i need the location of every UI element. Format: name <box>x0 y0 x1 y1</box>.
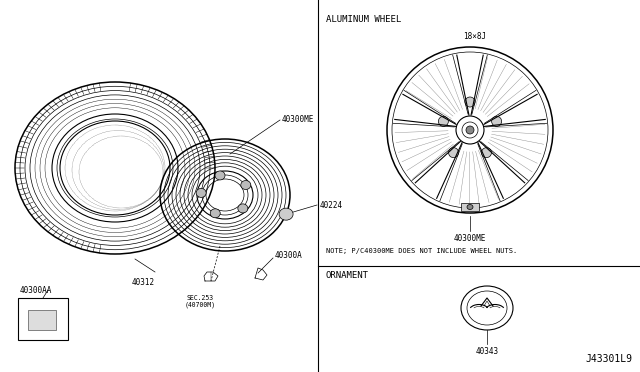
Ellipse shape <box>466 126 474 134</box>
Text: 40312: 40312 <box>131 278 155 287</box>
Ellipse shape <box>465 97 475 107</box>
Text: J43301L9: J43301L9 <box>585 354 632 364</box>
Ellipse shape <box>492 116 502 126</box>
Ellipse shape <box>210 209 220 218</box>
Text: SEC.253: SEC.253 <box>186 295 214 301</box>
Ellipse shape <box>215 171 225 180</box>
Text: 40300AA: 40300AA <box>20 286 52 295</box>
Text: 18×8J: 18×8J <box>463 32 486 41</box>
Ellipse shape <box>467 205 473 209</box>
Bar <box>18 298 68 340</box>
Text: 40224: 40224 <box>320 201 343 209</box>
Ellipse shape <box>438 116 449 126</box>
Ellipse shape <box>241 180 251 189</box>
Ellipse shape <box>481 148 492 158</box>
Text: NOTE; P/C40300ME DOES NOT INCLUDE WHEEL NUTS.: NOTE; P/C40300ME DOES NOT INCLUDE WHEEL … <box>326 248 517 254</box>
Ellipse shape <box>449 148 458 158</box>
Text: 40300A: 40300A <box>275 251 303 260</box>
Bar <box>461 203 479 211</box>
Text: 40300ME: 40300ME <box>282 115 314 125</box>
Ellipse shape <box>238 204 248 213</box>
Ellipse shape <box>196 188 206 198</box>
Text: 40343: 40343 <box>476 347 499 356</box>
Text: (40700M): (40700M) <box>184 302 216 308</box>
Bar <box>28 310 56 330</box>
Ellipse shape <box>279 208 293 220</box>
Text: ORNAMENT: ORNAMENT <box>326 271 369 280</box>
Text: ALUMINUM WHEEL: ALUMINUM WHEEL <box>326 15 401 24</box>
Text: 40300ME: 40300ME <box>454 234 486 243</box>
